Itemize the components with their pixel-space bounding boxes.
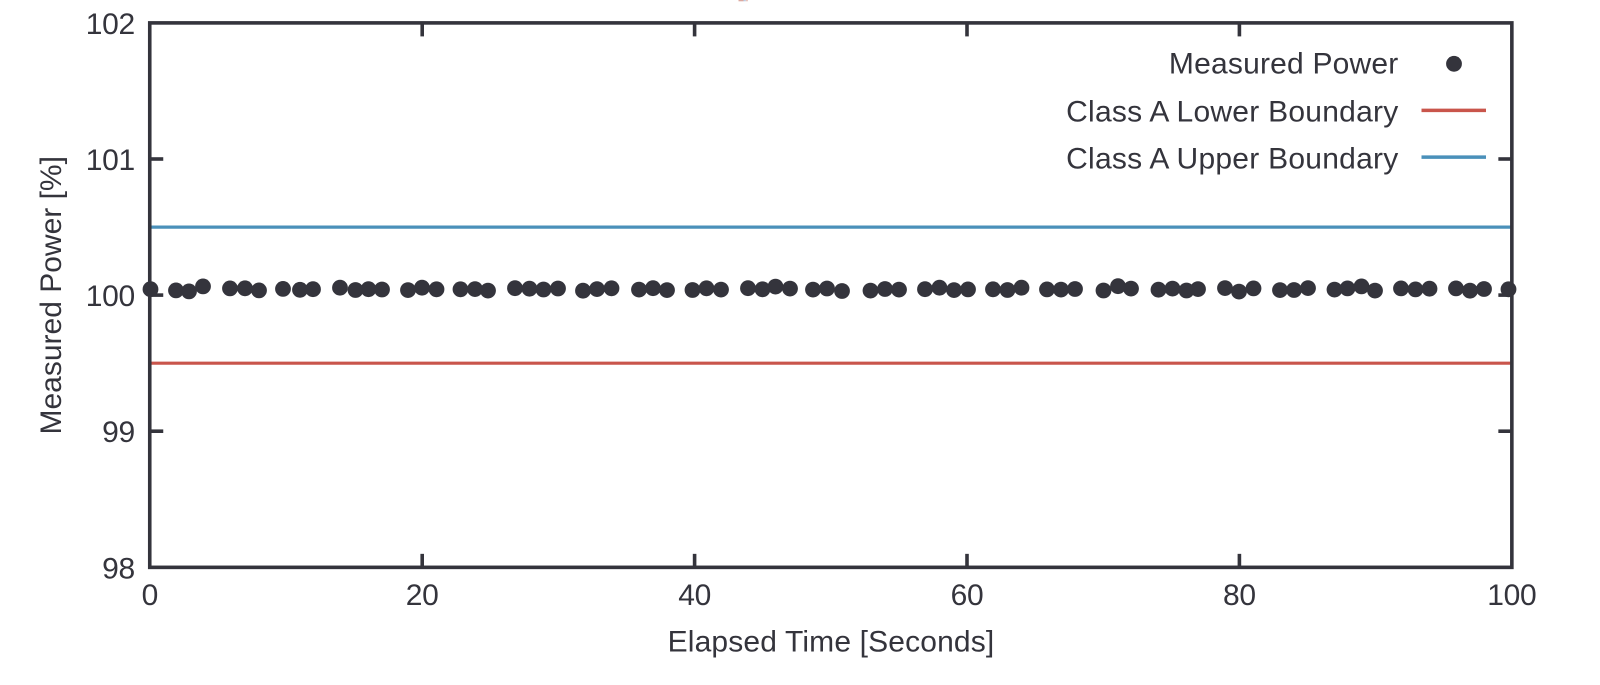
svg-text:99: 99: [102, 416, 135, 449]
svg-text:102: 102: [86, 8, 135, 41]
svg-text:98: 98: [102, 552, 135, 585]
svg-text:Elapsed Time [Seconds]: Elapsed Time [Seconds]: [668, 625, 995, 658]
svg-text:20: 20: [406, 579, 439, 612]
svg-text:60: 60: [951, 579, 984, 612]
svg-text:80: 80: [1223, 579, 1256, 612]
svg-text:100: 100: [86, 280, 135, 313]
svg-text:100: 100: [1487, 579, 1536, 612]
svg-text:Class A Lower Boundary: Class A Lower Boundary: [1066, 96, 1398, 129]
svg-text:Class A Upper Boundary: Class A Upper Boundary: [1066, 142, 1398, 175]
svg-text:Measured Power [%]: Measured Power [%]: [35, 156, 68, 434]
svg-text:101: 101: [86, 144, 135, 177]
svg-text:Measured Power: Measured Power: [1169, 47, 1399, 80]
svg-text:0: 0: [142, 579, 158, 612]
svg-text:40: 40: [678, 579, 711, 612]
